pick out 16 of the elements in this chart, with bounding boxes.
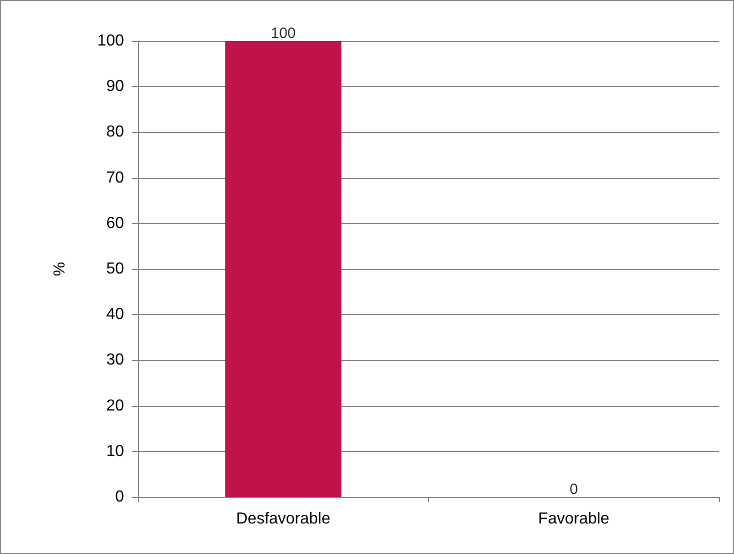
x-tick-label: Desfavorable [236, 510, 330, 528]
x-tick-label: Favorable [538, 510, 610, 528]
y-tick-label: 30 [106, 352, 124, 369]
y-tick-label: 50 [106, 260, 124, 278]
y-tick-label: 0 [115, 488, 124, 506]
y-tick-label: 80 [106, 124, 124, 141]
y-tick-label: 20 [106, 397, 124, 414]
data-label: 0 [570, 481, 578, 498]
y-tick-label: 90 [106, 78, 124, 96]
y-tick-label: 60 [106, 214, 124, 232]
y-axis-title: % [52, 262, 68, 276]
y-tick-label: 70 [106, 169, 124, 186]
data-label: 100 [270, 25, 296, 42]
y-tick-label: 10 [106, 442, 124, 460]
y-tick-label: 40 [106, 306, 124, 324]
y-tick-label: 100 [97, 32, 124, 50]
